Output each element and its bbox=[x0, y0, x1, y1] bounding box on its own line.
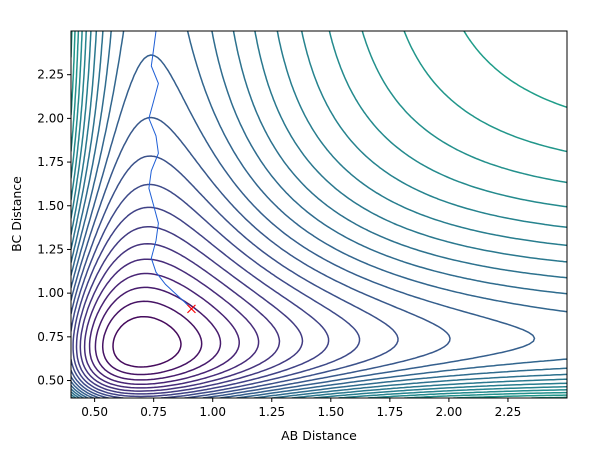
y-axis-label: BC Distance bbox=[9, 176, 24, 252]
y-tick-label: 1.50 bbox=[37, 199, 64, 213]
contour-line bbox=[75, 225, 304, 395]
contour-line bbox=[88, 272, 240, 386]
contour-line bbox=[71, 31, 567, 398]
contour-line bbox=[101, 300, 203, 376]
x-tick-label: 1.00 bbox=[199, 405, 226, 419]
y-tick-label: 1.00 bbox=[37, 286, 64, 300]
marker-group bbox=[187, 304, 196, 314]
contour-line bbox=[79, 243, 281, 392]
trajectory-line bbox=[148, 31, 192, 310]
y-tick-label: 2.00 bbox=[37, 111, 64, 125]
contour-line bbox=[71, 155, 399, 398]
contour-line bbox=[71, 183, 361, 398]
contour-line bbox=[83, 258, 260, 389]
contour-line bbox=[71, 31, 567, 398]
contour-line bbox=[71, 31, 567, 398]
y-tick-label: 0.50 bbox=[37, 374, 64, 388]
contour-line bbox=[94, 286, 222, 381]
contour-line bbox=[71, 54, 536, 398]
axes-frame bbox=[70, 30, 568, 399]
contour-line bbox=[71, 31, 567, 398]
x-tick-label: 0.75 bbox=[140, 405, 167, 419]
y-axis: 0.50 0.75 1.00 1.25 1.50 1.75 2.00 2.25 bbox=[37, 68, 71, 388]
x-axis-label: AB Distance bbox=[281, 428, 357, 443]
marker-x bbox=[187, 304, 196, 314]
trajectory bbox=[148, 31, 192, 310]
y-tick-label: 1.75 bbox=[37, 155, 64, 169]
y-tick-label: 1.25 bbox=[37, 242, 64, 256]
x-tick-label: 2.25 bbox=[495, 405, 522, 419]
x-tick-label: 1.50 bbox=[317, 405, 344, 419]
contour-line bbox=[71, 116, 451, 398]
y-tick-label: 2.25 bbox=[37, 68, 64, 82]
contour-line bbox=[71, 31, 567, 398]
y-tick-label: 0.75 bbox=[37, 330, 64, 344]
x-axis: 0.50 0.75 1.00 1.25 1.50 1.75 2.00 2.25 bbox=[81, 398, 521, 419]
plot-area bbox=[71, 31, 567, 398]
x-tick-label: 1.75 bbox=[376, 405, 403, 419]
x-tick-label: 2.00 bbox=[436, 405, 463, 419]
x-tick-label: 1.25 bbox=[258, 405, 285, 419]
contour-line bbox=[112, 315, 182, 368]
x-tick-label: 0.50 bbox=[81, 405, 108, 419]
contour-line bbox=[71, 31, 567, 398]
contour-line bbox=[72, 206, 330, 398]
